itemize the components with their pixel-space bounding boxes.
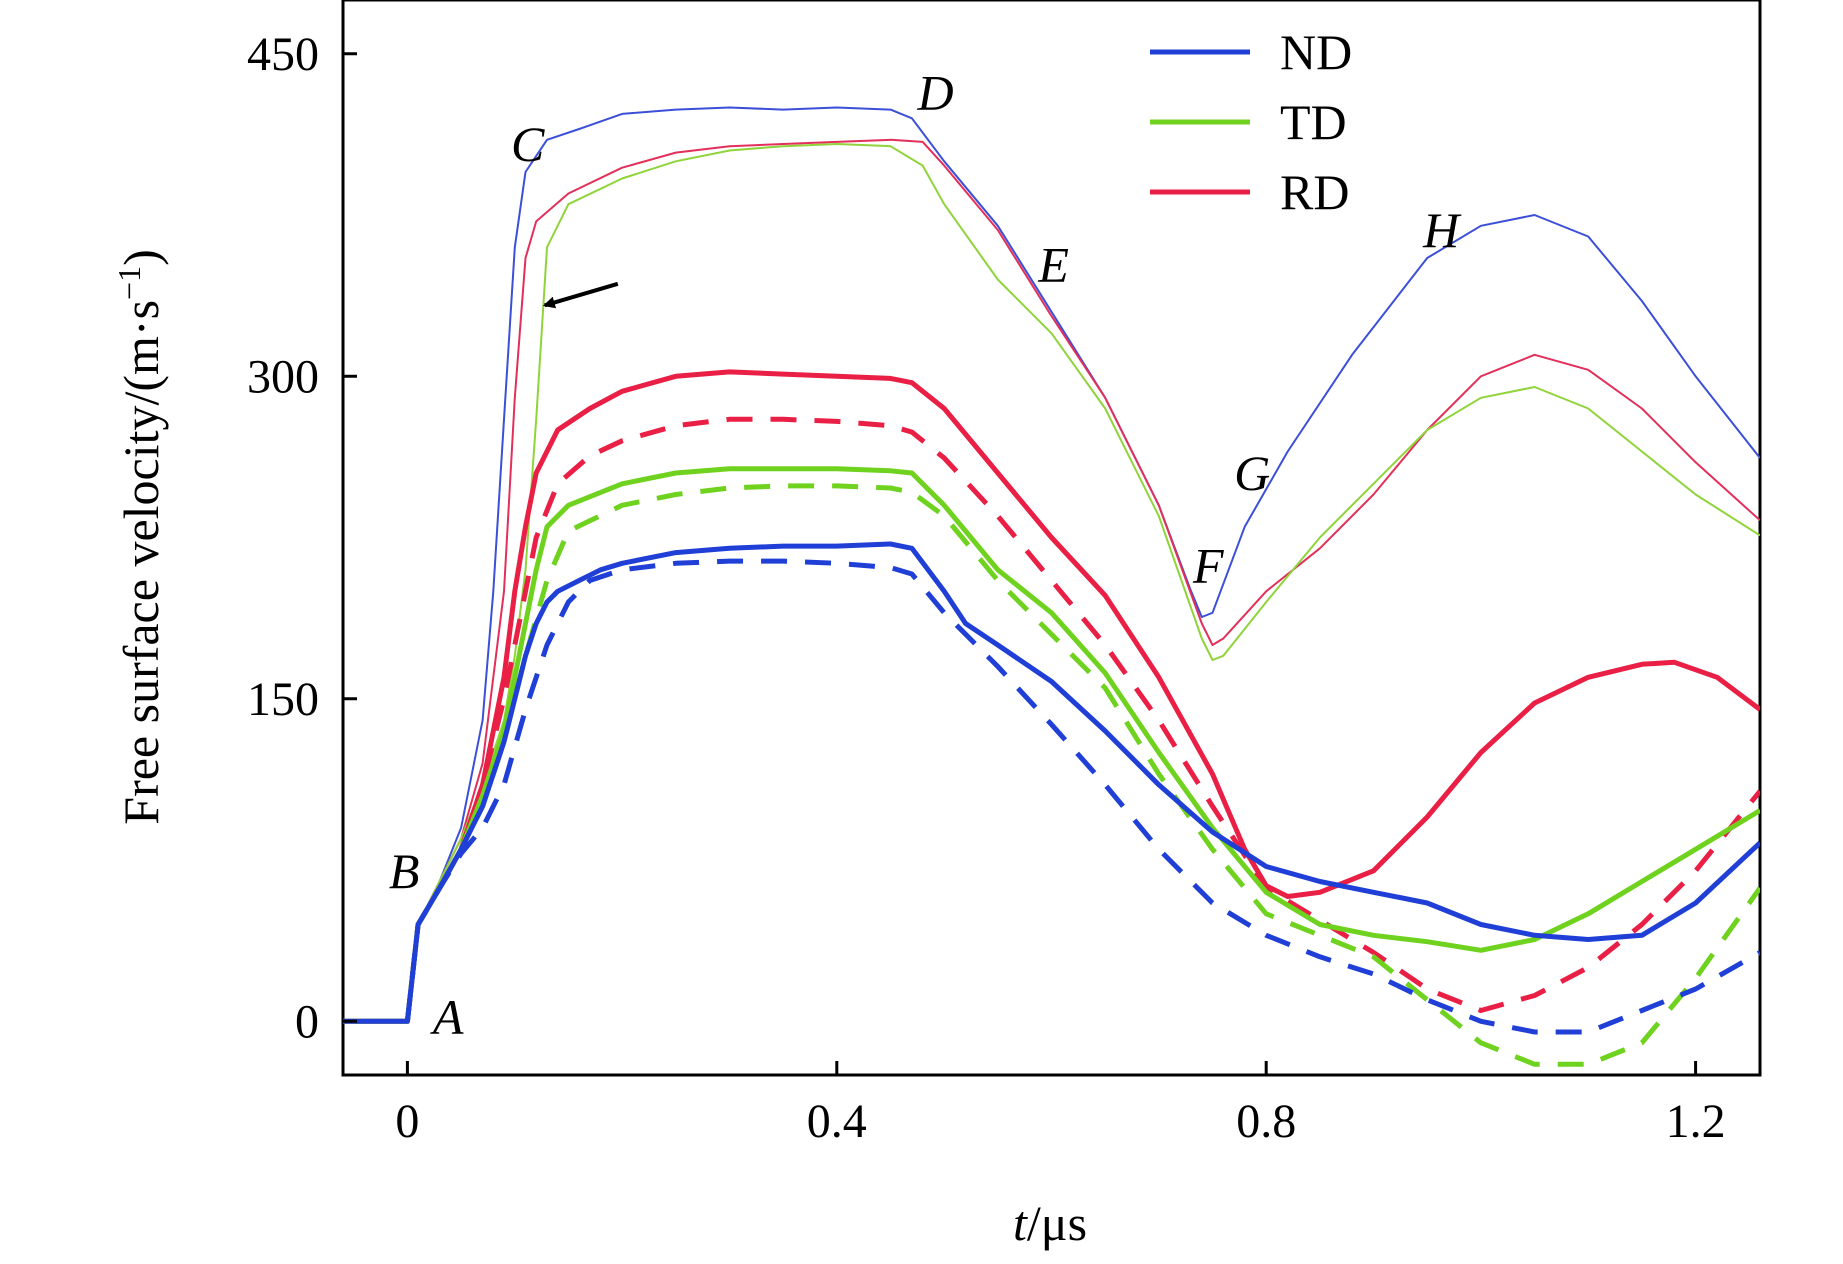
y-axis-label: Free surface velocity/(m·s−1) <box>111 249 169 824</box>
series-rd-thin-line <box>343 138 1760 1023</box>
y-axis-label-close: ) <box>113 249 169 266</box>
point-label-c: C <box>511 116 545 172</box>
x-tick-label: 0.4 <box>807 1095 867 1148</box>
point-label-d: D <box>917 64 954 120</box>
y-tick-label: 150 <box>247 673 319 726</box>
x-axis-label: t/μs <box>1013 1195 1087 1251</box>
point-label-b: B <box>389 843 420 899</box>
series-rd-dashed-line <box>404 416 1760 1022</box>
legend-label-nd: ND <box>1280 24 1352 80</box>
y-axis-label-text: Free surface velocity/(m·s <box>113 300 169 825</box>
ticks-layer: 0 0.4 0.8 1.2 0 150 300 450 <box>247 28 1726 1148</box>
annotation-layer: A B C D E FG H <box>389 64 1462 1044</box>
series-nd-dashed-line <box>404 558 1760 1035</box>
legend-label-td: TD <box>1280 94 1347 150</box>
x-axis-label-unit: /μs <box>1027 1195 1087 1251</box>
plot-frame <box>341 0 1762 1077</box>
legend-label-rd: RD <box>1280 164 1349 220</box>
arrow-annotation <box>542 281 619 309</box>
legend: ND TD RD <box>1150 24 1352 220</box>
x-tick-label: 1.2 <box>1666 1095 1726 1148</box>
series-nd-solid-line <box>343 541 1760 1024</box>
x-tick-label: 0 <box>395 1095 419 1148</box>
x-tick-label: 0.8 <box>1236 1095 1296 1148</box>
y-tick-label: 300 <box>247 350 319 403</box>
point-label-a: A <box>430 989 464 1045</box>
x-axis-label-italic: t <box>1013 1195 1028 1251</box>
series-td-solid-line <box>343 466 1760 1024</box>
point-label-g: G <box>1234 445 1270 501</box>
y-axis-label-sup: −1 <box>111 266 147 300</box>
series-rd-solid-line <box>343 369 1760 1024</box>
y-tick-label: 450 <box>247 28 319 81</box>
point-label-h: H <box>1422 202 1462 258</box>
y-tick-label: 0 <box>295 995 319 1048</box>
series-layer <box>343 106 1760 1067</box>
point-label-f: F <box>1192 537 1224 593</box>
point-label-e: E <box>1037 236 1069 292</box>
series-nd-thin-line <box>343 106 1760 1023</box>
